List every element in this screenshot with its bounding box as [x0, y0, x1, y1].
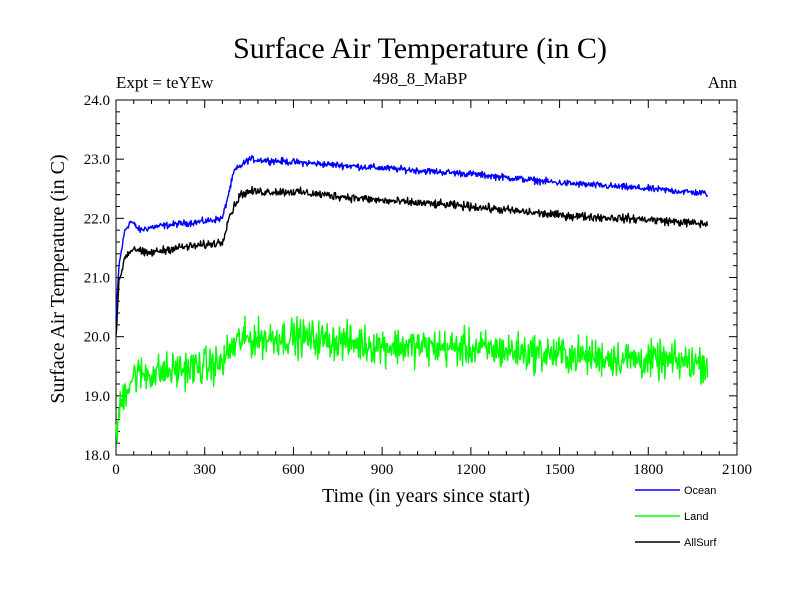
- y-tick-label: 23.0: [84, 152, 110, 168]
- y-tick-label: 22.0: [84, 211, 110, 227]
- season-label: Ann: [708, 73, 738, 92]
- experiment-label: Expt = teYEw: [116, 73, 214, 92]
- y-tick-label: 19.0: [84, 389, 110, 405]
- x-tick-label: 0: [112, 462, 120, 478]
- y-tick-label: 21.0: [84, 271, 110, 287]
- legend-label-allsurf: AllSurf: [684, 537, 717, 549]
- x-tick-label: 2100: [722, 462, 752, 478]
- y-tick-label: 20.0: [84, 330, 110, 346]
- x-tick-label: 300: [193, 462, 216, 478]
- legend-label-ocean: Ocean: [684, 485, 716, 497]
- x-tick-label: 1500: [545, 462, 575, 478]
- y-tick-label: 18.0: [84, 448, 110, 464]
- series-line-allsurf: [115, 185, 709, 336]
- legend: Ocean Land AllSurf: [635, 485, 717, 549]
- chart-title: Surface Air Temperature (in C): [233, 32, 607, 65]
- x-tick-label: 1200: [456, 462, 486, 478]
- y-tick-label: 24.0: [84, 93, 110, 109]
- series-line-ocean: [115, 154, 709, 319]
- plot-area: 0 300 600 900 1200 1500 1800 2100 18.0 19.0 20.0 21…: [84, 93, 752, 478]
- x-tick-label: 1800: [633, 462, 663, 478]
- x-axis-label: Time (in years since start): [322, 485, 530, 507]
- plot-frame: [115, 99, 738, 456]
- series-line-land: [115, 315, 709, 444]
- x-tick-label: 900: [371, 462, 394, 478]
- x-tick-label: 600: [282, 462, 305, 478]
- period-label: 498_8_MaBP: [373, 69, 467, 88]
- y-axis-label: Surface Air Temperature (in C): [47, 154, 69, 403]
- legend-label-land: Land: [684, 511, 708, 523]
